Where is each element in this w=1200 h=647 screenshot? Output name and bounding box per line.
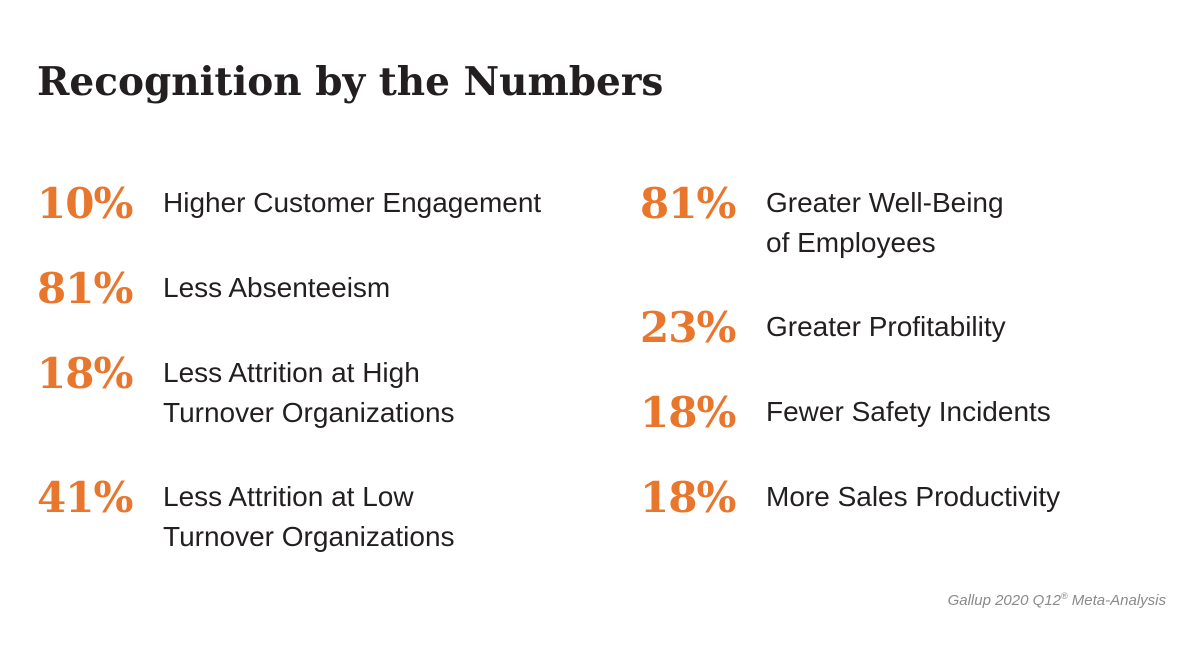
stat-value: 18% [640,388,736,437]
stat-description: Greater Profitability [766,305,1006,347]
stat-value: 41% [37,473,133,522]
stat-description: Less Absenteeism [163,266,390,308]
stat-profitability: 23% Greater Profitability [640,305,1006,351]
stat-value: 81% [640,179,736,228]
stat-value: 18% [640,473,736,522]
source-citation: Gallup 2020 Q12® Meta-Analysis [948,590,1166,612]
stat-description-line: Turnover Organizations [163,521,455,552]
source-citation-suffix: Meta-Analysis [1067,592,1166,609]
stat-absenteeism: 81% Less Absenteeism [37,266,390,312]
stat-description-line: Greater Well-Being [766,187,1004,218]
registered-mark: ® [1060,591,1068,601]
stat-description-line: Less Attrition at Low [163,481,414,512]
stat-description-line: Less Absenteeism [163,272,391,303]
stat-description-line: of Employees [766,227,936,258]
stat-value: 18% [37,349,133,398]
stat-customer-engagement: 10% Higher Customer Engagement [37,181,541,227]
stat-description: Higher Customer Engagement [163,181,541,223]
stat-safety-incidents: 18% Fewer Safety Incidents [640,390,1051,436]
page-title: Recognition by the Numbers [37,59,664,105]
stat-description-line: Turnover Organizations [163,397,455,428]
stat-description: Fewer Safety Incidents [766,390,1051,432]
stat-value: 10% [37,179,133,228]
stat-description-line: Less Attrition at High [163,357,420,388]
stat-description-line: More Sales Productivity [766,481,1061,512]
stat-attrition-low-turnover: 41% Less Attrition at Low Turnover Organ… [37,475,455,557]
stat-description: More Sales Productivity [766,475,1060,517]
stat-value: 81% [37,264,133,313]
stat-description: Greater Well-Being of Employees [766,181,1004,263]
stat-employee-well-being: 81% Greater Well-Being of Employees [640,181,1004,263]
stat-value: 23% [640,303,736,352]
stat-description: Less Attrition at High Turnover Organiza… [163,351,455,433]
stat-attrition-high-turnover: 18% Less Attrition at High Turnover Orga… [37,351,455,433]
stat-description-line: Greater Profitability [766,311,1006,342]
stat-description-line: Higher Customer Engagement [163,187,542,218]
stat-sales-productivity: 18% More Sales Productivity [640,475,1060,521]
source-citation-prefix: Gallup 2020 Q12 [947,592,1061,609]
stat-description: Less Attrition at Low Turnover Organizat… [163,475,455,557]
stat-description-line: Fewer Safety Incidents [766,396,1051,427]
